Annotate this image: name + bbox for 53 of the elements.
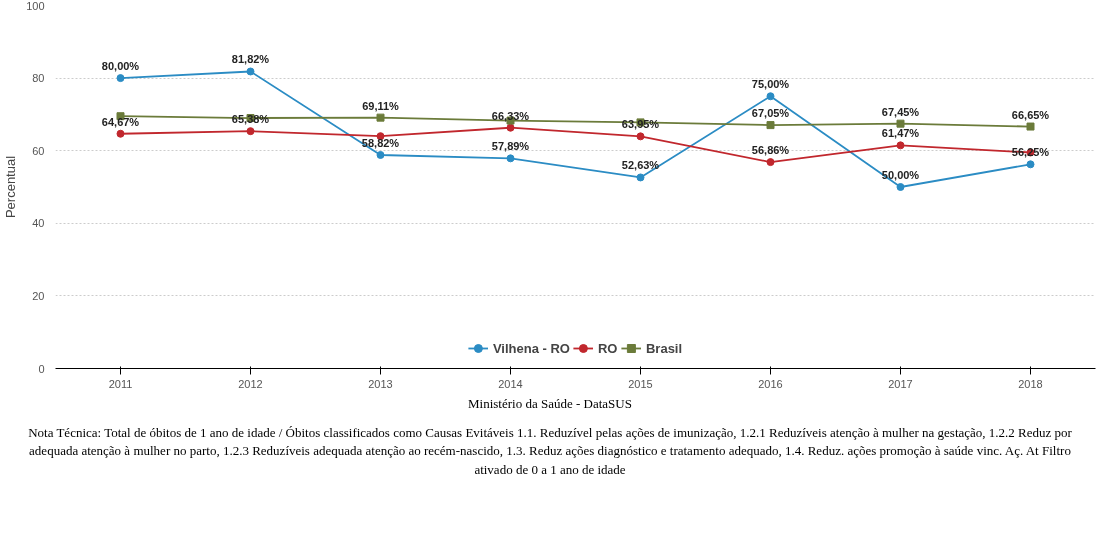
legend-label: Brasil (645, 340, 683, 356)
data-label: 50,00% (881, 169, 920, 181)
data-label: 56,86% (751, 144, 790, 157)
point (766, 158, 775, 167)
x-tick-label: 2016 (758, 377, 783, 390)
point (246, 127, 255, 136)
y-tick-label: 80 (32, 72, 45, 85)
x-tick-label: 2018 (1018, 377, 1043, 390)
data-label: 64,67% (101, 115, 140, 128)
point (896, 119, 905, 128)
y-tick-label: 20 (32, 289, 45, 302)
y-tick-label: 40 (32, 217, 45, 230)
point (506, 154, 515, 163)
x-tick-label: 2011 (108, 377, 133, 390)
point (896, 183, 905, 191)
legend-label: Vilhena - RO (492, 340, 570, 356)
x-tick-label: 2013 (368, 377, 393, 390)
data-label: 67,05% (751, 107, 790, 120)
point (636, 173, 645, 182)
point (376, 150, 385, 159)
data-label: 57,89% (491, 140, 530, 153)
x-tick-label: 2014 (498, 377, 523, 390)
point (116, 129, 125, 138)
y-tick-label: 60 (32, 144, 45, 157)
point (766, 92, 775, 101)
point (636, 132, 645, 141)
y-axis-title: Percentual (3, 155, 19, 219)
point (766, 121, 775, 130)
data-label: 75,00% (751, 78, 790, 91)
data-label: 58,82% (361, 136, 400, 149)
point (116, 74, 125, 83)
point (376, 113, 385, 122)
data-label: 80,00% (101, 60, 140, 73)
y-tick-label: 0 (38, 362, 45, 375)
x-tick-label: 2017 (888, 377, 913, 390)
text: Ministério da Saúde - DataSUS (468, 395, 632, 413)
data-label: 66,33% (491, 109, 530, 122)
x-tick-label: 2012 (238, 377, 263, 390)
data-label: 61,47% (881, 127, 920, 140)
text: Nota Técnica: Total de óbitos de 1 ano de idade / Óbitos classificados como Causas Evitáveis 1.1. Reduzível pelas ações de imunização, 1.2.1 Reduzíveis atenção à mulher na gestação, 1.2.2 Reduz por adequada atenção à mulher no parto, 1.2.3 Reduzíveis adequada atenção ao recém-nascido, 1.3. Reduz ações diagnóstico e tratamento adequado, 1.4. Reduz. ações promoção à saúde vinc. Aç. At Filtro ativado de 0 a 1 ano de idade (27, 423, 1073, 479)
data-label: 67,45% (881, 105, 920, 118)
y-tick-label: 100 (26, 0, 45, 12)
point (1026, 160, 1035, 169)
data-label: 69,11% (362, 99, 400, 112)
data-label: 81,82% (231, 53, 270, 66)
point (246, 67, 255, 76)
legend-label: RO (597, 340, 618, 356)
x-tick-label: 2015 (628, 377, 653, 390)
data-label: 52,63% (621, 159, 660, 172)
data-label: 66,65% (1011, 108, 1050, 121)
point (896, 141, 905, 150)
point (1026, 122, 1035, 131)
point (506, 123, 515, 132)
